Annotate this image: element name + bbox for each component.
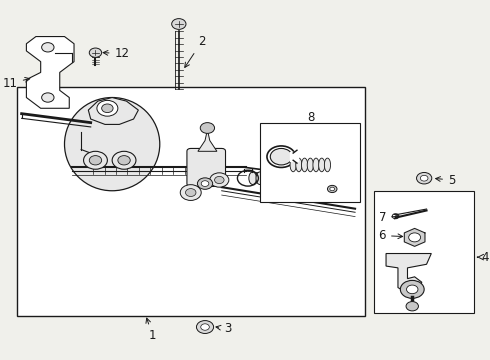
Circle shape [197, 178, 213, 189]
Ellipse shape [313, 158, 319, 172]
Circle shape [42, 42, 54, 52]
Text: 7: 7 [379, 211, 399, 224]
Circle shape [186, 189, 196, 197]
Ellipse shape [256, 172, 264, 184]
Bar [374, 191, 474, 313]
Circle shape [196, 320, 214, 333]
Ellipse shape [318, 158, 325, 172]
Ellipse shape [292, 172, 299, 184]
Ellipse shape [277, 172, 285, 184]
Text: 5: 5 [436, 174, 455, 186]
Circle shape [406, 302, 418, 311]
Ellipse shape [301, 158, 308, 172]
Circle shape [201, 324, 209, 330]
Text: 10: 10 [278, 157, 311, 168]
Text: 6: 6 [379, 229, 403, 242]
Circle shape [84, 151, 107, 169]
Text: 4: 4 [481, 251, 489, 264]
Circle shape [172, 19, 186, 30]
Text: 11: 11 [3, 77, 30, 90]
Ellipse shape [324, 158, 331, 172]
Ellipse shape [263, 172, 271, 184]
FancyBboxPatch shape [187, 148, 225, 186]
Circle shape [210, 173, 229, 187]
Polygon shape [386, 253, 431, 293]
Circle shape [97, 100, 118, 116]
Circle shape [42, 93, 54, 102]
Circle shape [112, 151, 136, 169]
Ellipse shape [270, 172, 278, 184]
Circle shape [400, 280, 424, 298]
Bar [260, 123, 360, 202]
Text: 3: 3 [216, 322, 231, 335]
Text: 9: 9 [337, 181, 359, 194]
Text: 12: 12 [103, 47, 129, 60]
Circle shape [409, 233, 420, 242]
Ellipse shape [285, 172, 292, 184]
Circle shape [201, 181, 209, 186]
Ellipse shape [65, 98, 160, 191]
Circle shape [101, 104, 113, 113]
Circle shape [407, 285, 418, 294]
Bar [17, 87, 365, 316]
Ellipse shape [307, 158, 314, 172]
Text: 2: 2 [185, 35, 205, 67]
Text: 1: 1 [146, 318, 156, 342]
Circle shape [89, 48, 101, 57]
Ellipse shape [290, 158, 296, 172]
Circle shape [270, 148, 292, 165]
Circle shape [416, 172, 432, 184]
Polygon shape [198, 130, 217, 151]
Circle shape [200, 123, 215, 134]
Circle shape [327, 185, 337, 193]
Circle shape [330, 187, 335, 191]
Circle shape [180, 185, 201, 201]
Polygon shape [26, 37, 74, 108]
Ellipse shape [296, 158, 302, 172]
Polygon shape [404, 228, 425, 246]
Circle shape [118, 156, 130, 165]
Ellipse shape [249, 172, 256, 184]
Circle shape [215, 176, 224, 184]
Circle shape [420, 175, 428, 181]
Text: 8: 8 [308, 111, 315, 124]
Circle shape [89, 156, 101, 165]
Polygon shape [88, 98, 138, 125]
